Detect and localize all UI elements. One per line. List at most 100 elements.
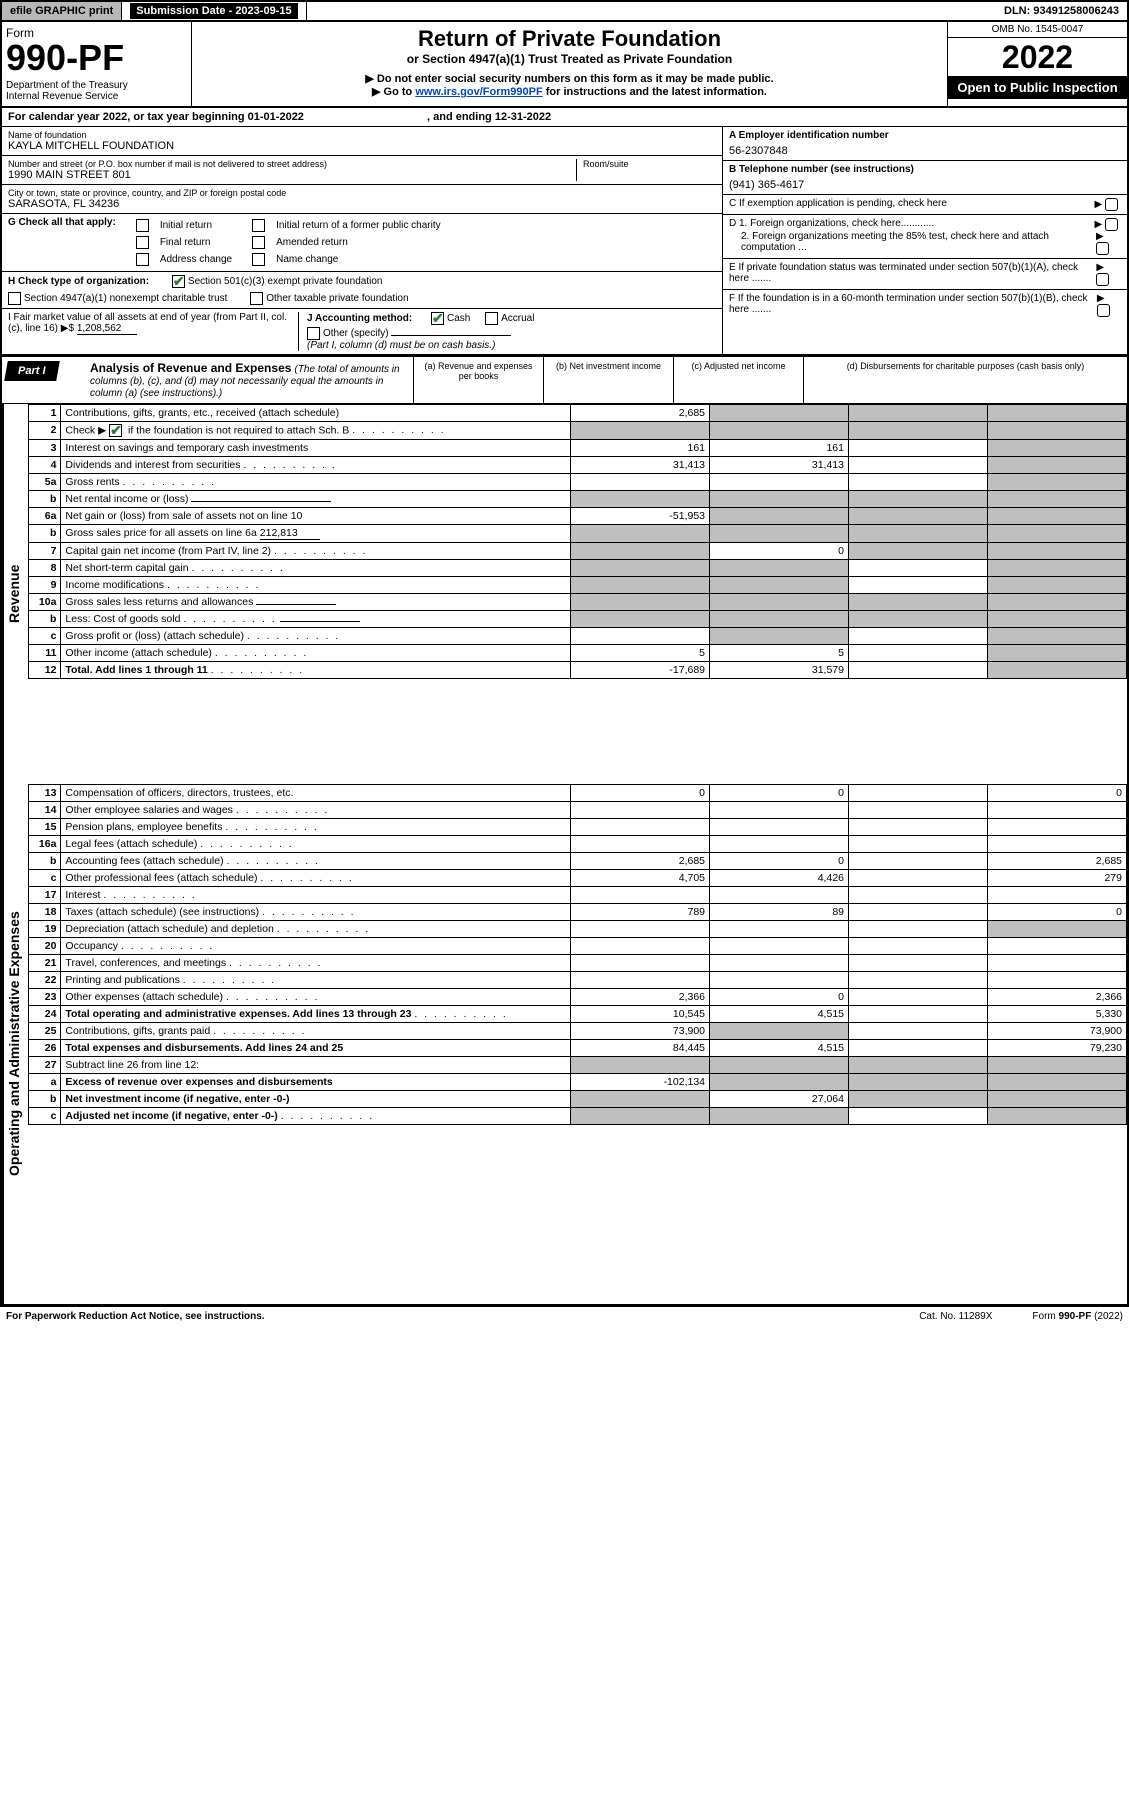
tax-year: 2022 [948, 38, 1127, 76]
h-opt2: Section 4947(a)(1) nonexempt charitable … [24, 293, 227, 304]
cb-4947[interactable] [8, 292, 21, 305]
cb-initial-former[interactable] [252, 219, 265, 232]
d-cell: D 1. Foreign organizations, check here..… [723, 215, 1127, 259]
cb-cash[interactable] [431, 312, 444, 325]
cb-d2[interactable] [1096, 242, 1109, 255]
cb-c[interactable] [1105, 198, 1118, 211]
addr-cell: Number and street (or P.O. box number if… [2, 156, 722, 185]
cb-initial[interactable] [136, 219, 149, 232]
table-row: 14Other employee salaries and wages [29, 802, 1127, 819]
table-row: 15Pension plans, employee benefits [29, 819, 1127, 836]
table-row: 17Interest [29, 887, 1127, 904]
phone-value: (941) 365-4617 [729, 179, 1121, 191]
e-cell: E If private foundation status was termi… [723, 259, 1127, 290]
c-label: C If exemption application is pending, c… [729, 198, 947, 209]
col-c-head: (c) Adjusted net income [673, 357, 803, 403]
h-section: H Check type of organization: Section 50… [2, 272, 722, 309]
col-b-head: (b) Net investment income [543, 357, 673, 403]
efile-button[interactable]: efile GRAPHIC print [2, 2, 122, 20]
main-table: Revenue 1Contributions, gifts, grants, e… [2, 404, 1127, 784]
h-opt1: Section 501(c)(3) exempt private foundat… [188, 276, 383, 287]
i-label: I Fair market value of all assets at end… [8, 312, 287, 334]
name-label: Name of foundation [8, 130, 716, 140]
form-number: 990-PF [6, 40, 187, 76]
info-grid: Name of foundation KAYLA MITCHELL FOUNDA… [2, 127, 1127, 355]
g-address: Address change [160, 254, 232, 265]
table-row: cOther professional fees (attach schedul… [29, 870, 1127, 887]
table-row: 24Total operating and administrative exp… [29, 1006, 1127, 1023]
table-row: 1Contributions, gifts, grants, etc., rec… [29, 405, 1127, 422]
foundation-name: KAYLA MITCHELL FOUNDATION [8, 140, 716, 152]
footer-left: For Paperwork Reduction Act Notice, see … [6, 1311, 265, 1322]
ij-section: I Fair market value of all assets at end… [2, 309, 722, 354]
cb-501c3[interactable] [172, 275, 185, 288]
table-row: bNet rental income or (loss) [29, 491, 1127, 508]
revenue-label: Revenue [2, 404, 24, 784]
g-amended: Amended return [276, 237, 348, 248]
table-row: 27Subtract line 26 from line 12: [29, 1057, 1127, 1074]
j-note: (Part I, column (d) must be on cash basi… [307, 340, 495, 351]
table-row: 4Dividends and interest from securities … [29, 457, 1127, 474]
table-row: 9Income modifications [29, 577, 1127, 594]
j-label: J Accounting method: [307, 313, 412, 324]
revenue-table: 1Contributions, gifts, grants, etc., rec… [28, 404, 1127, 679]
g-final: Final return [160, 237, 211, 248]
side-expenses: Operating and Administrative Expenses [2, 784, 28, 1304]
table-row: 10aGross sales less returns and allowanc… [29, 594, 1127, 611]
cb-accrual[interactable] [485, 312, 498, 325]
table-row: 2Check ▶ if the foundation is not requir… [29, 422, 1127, 440]
dept-line2: Internal Revenue Service [6, 91, 187, 102]
table-row: aExcess of revenue over expenses and dis… [29, 1074, 1127, 1091]
h-opt3: Other taxable private foundation [266, 293, 408, 304]
name-cell: Name of foundation KAYLA MITCHELL FOUNDA… [2, 127, 722, 156]
table-row: bAccounting fees (attach schedule) 2,685… [29, 853, 1127, 870]
omb-number: OMB No. 1545-0047 [948, 22, 1127, 38]
table-row: 25Contributions, gifts, grants paid 73,9… [29, 1023, 1127, 1040]
cb-schb[interactable] [109, 424, 122, 437]
header-center: Return of Private Foundation or Section … [192, 22, 947, 106]
form-note2: ▶ Go to www.irs.gov/Form990PF for instru… [198, 85, 941, 98]
table-row: bLess: Cost of goods sold [29, 611, 1127, 628]
part1-title: Analysis of Revenue and Expenses [90, 361, 291, 375]
calyear-end: 12-31-2022 [495, 111, 551, 123]
cb-other-taxable[interactable] [250, 292, 263, 305]
table-row: 19Depreciation (attach schedule) and dep… [29, 921, 1127, 938]
table-row: 21Travel, conferences, and meetings [29, 955, 1127, 972]
city-value: SARASOTA, FL 34236 [8, 198, 716, 210]
col-a-head: (a) Revenue and expenses per books [413, 357, 543, 403]
table-row: 11Other income (attach schedule) 55 [29, 645, 1127, 662]
form-link[interactable]: www.irs.gov/Form990PF [415, 86, 542, 98]
phone-cell: B Telephone number (see instructions) (9… [723, 161, 1127, 195]
part1-header: Part I Analysis of Revenue and Expenses … [2, 355, 1127, 404]
cb-address[interactable] [136, 253, 149, 266]
cb-namechange[interactable] [252, 253, 265, 266]
cb-d1[interactable] [1105, 218, 1118, 231]
cb-final[interactable] [136, 236, 149, 249]
col-d-head: (d) Disbursements for charitable purpose… [803, 357, 1127, 403]
cb-amended[interactable] [252, 236, 265, 249]
cb-other-method[interactable] [307, 327, 320, 340]
h-label: H Check type of organization: [8, 276, 149, 287]
city-label: City or town, state or province, country… [8, 188, 716, 198]
footer-mid: Cat. No. 11289X [919, 1311, 992, 1322]
side-revenue: Revenue [2, 404, 28, 784]
table-row: bGross sales price for all assets on lin… [29, 525, 1127, 543]
table-row: bNet investment income (if negative, ent… [29, 1091, 1127, 1108]
info-left: Name of foundation KAYLA MITCHELL FOUNDA… [2, 127, 722, 354]
j-accrual: Accrual [501, 313, 534, 324]
table-row: cGross profit or (loss) (attach schedule… [29, 628, 1127, 645]
j-other: Other (specify) [323, 328, 389, 339]
c-cell: C If exemption application is pending, c… [723, 195, 1127, 215]
expenses-table: 13Compensation of officers, directors, t… [28, 784, 1127, 1125]
table-row: 5aGross rents [29, 474, 1127, 491]
table-row: 13Compensation of officers, directors, t… [29, 785, 1127, 802]
note2-post: for instructions and the latest informat… [543, 86, 767, 98]
cb-e[interactable] [1096, 273, 1109, 286]
calyear-begin: 01-01-2022 [248, 111, 304, 123]
cb-f[interactable] [1097, 304, 1110, 317]
g-initial-former: Initial return of a former public charit… [276, 220, 441, 231]
table-row: 18Taxes (attach schedule) (see instructi… [29, 904, 1127, 921]
expenses-label: Operating and Administrative Expenses [2, 784, 24, 1304]
room-label: Room/suite [583, 159, 716, 169]
table-row: 22Printing and publications [29, 972, 1127, 989]
